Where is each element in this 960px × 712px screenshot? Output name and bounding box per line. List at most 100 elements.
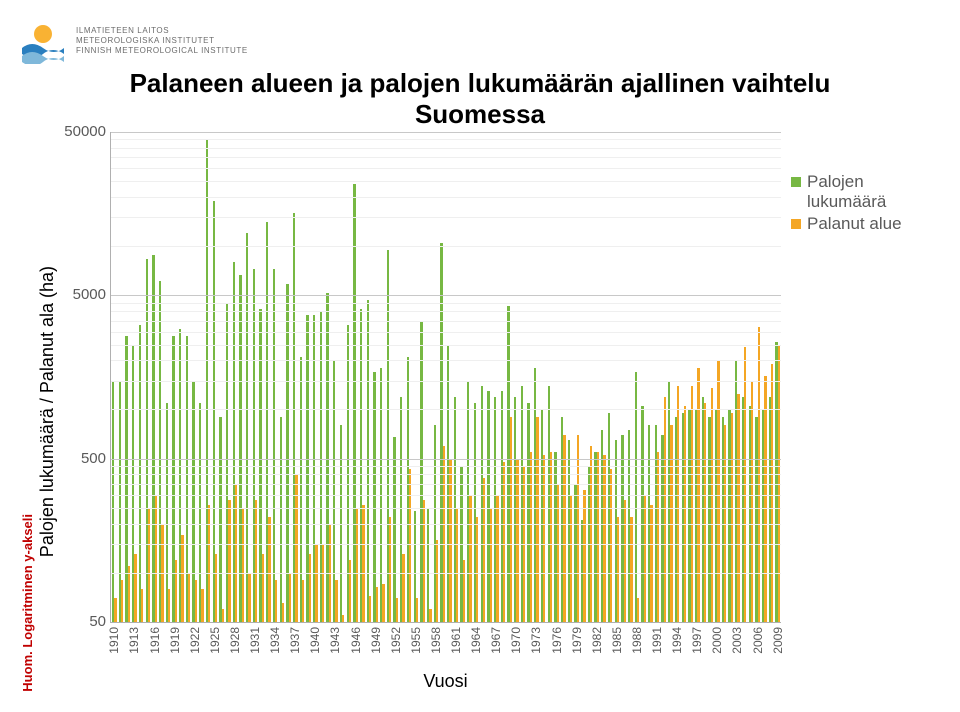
x-tick: 1955 (409, 627, 423, 654)
legend-item: Palanut alue (791, 214, 911, 234)
y-tick: 5000 (73, 286, 106, 303)
bar-area (543, 455, 545, 622)
bar-area (664, 397, 666, 622)
x-tick: 1997 (690, 627, 704, 654)
bar-area (335, 580, 337, 622)
bar-area (583, 490, 585, 622)
bar-area (201, 589, 203, 622)
bar-area (114, 598, 116, 622)
bar-count (139, 325, 141, 622)
bar-area (456, 508, 458, 622)
bar-area (677, 386, 679, 622)
bar-area (577, 435, 579, 622)
x-tick: 1934 (268, 627, 282, 654)
plot-area (110, 132, 781, 623)
x-tick: 1988 (630, 627, 644, 654)
bar-area (181, 535, 183, 622)
legend-label: Palojen lukumäärä (807, 172, 911, 212)
x-tick: 1970 (509, 627, 523, 654)
x-tick: 1976 (550, 627, 564, 654)
org-line-3: FINNISH METEOROLOGICAL INSTITUTE (76, 46, 248, 56)
bar-count (427, 508, 429, 622)
bar-area (141, 589, 143, 622)
bar-area (409, 469, 411, 622)
x-tick: 1940 (308, 627, 322, 654)
x-tick: 1922 (188, 627, 202, 654)
bar-area (356, 508, 358, 622)
bar-area (590, 446, 592, 622)
bar-area (597, 452, 599, 622)
bar-area (342, 615, 344, 622)
bar-area (396, 598, 398, 622)
bar-area (684, 406, 686, 622)
bar-area (603, 455, 605, 622)
chart-container: Huom. Logaritminen y-akseli Palojen luku… (20, 132, 940, 692)
legend-swatch (791, 219, 801, 229)
legend: Palojen lukumääräPalanut alue (791, 172, 911, 236)
x-tick: 1994 (670, 627, 684, 654)
bar-area (121, 580, 123, 622)
bar-area (376, 587, 378, 622)
x-tick: 1967 (489, 627, 503, 654)
x-tick: 1928 (228, 627, 242, 654)
bar-area (309, 554, 311, 622)
bar-area (148, 508, 150, 622)
bar-area (771, 364, 773, 622)
org-header: ILMATIETEEN LAITOS METEOROLOGISKA INSTIT… (20, 18, 940, 64)
bar-area (382, 584, 384, 622)
x-tick: 1931 (248, 627, 262, 654)
bar-area (322, 544, 324, 622)
bar-area (235, 484, 237, 622)
bar-area (282, 603, 284, 622)
x-tick: 1982 (590, 627, 604, 654)
bar-area (389, 517, 391, 622)
bar-area (764, 376, 766, 622)
bar-area (570, 495, 572, 622)
bars-layer (111, 132, 781, 622)
bar-area (315, 544, 317, 622)
y-axis-note: Huom. Logaritminen y-akseli (20, 474, 35, 692)
bar-area (630, 517, 632, 622)
bar-area (255, 500, 257, 622)
bar-area (416, 598, 418, 622)
y-tick: 500 (81, 450, 106, 467)
fmi-logo (20, 18, 66, 64)
bar-area (295, 475, 297, 623)
x-tick: 1937 (288, 627, 302, 654)
bar-area (369, 596, 371, 622)
bar-area (644, 495, 646, 622)
x-tick: 1973 (529, 627, 543, 654)
bar-area (650, 505, 652, 622)
org-line-1: ILMATIETEEN LAITOS (76, 26, 248, 36)
x-tick: 1925 (208, 627, 222, 654)
x-tick: 1991 (650, 627, 664, 654)
bar-area (134, 554, 136, 622)
x-tick: 1961 (449, 627, 463, 654)
bar-area (188, 573, 190, 622)
bar-area (711, 388, 713, 622)
bar-area (175, 560, 177, 622)
bar-area (717, 360, 719, 622)
bar-area (429, 609, 431, 622)
bar-area (490, 508, 492, 622)
x-tick: 1958 (429, 627, 443, 654)
bar-area (289, 573, 291, 622)
bar-area (691, 386, 693, 622)
x-tick: 1949 (369, 627, 383, 654)
x-tick-labels: 1910191319161919192219251928193119341937… (110, 627, 780, 667)
bar-area (510, 417, 512, 622)
x-tick: 1952 (389, 627, 403, 654)
bar-count (112, 381, 114, 622)
bar-area (550, 452, 552, 622)
bar-area (168, 589, 170, 622)
bar-area (751, 381, 753, 622)
x-tick: 1913 (127, 627, 141, 654)
bar-area (530, 452, 532, 622)
x-tick: 1916 (148, 627, 162, 654)
bar-area (624, 500, 626, 622)
bar-area (617, 517, 619, 622)
x-tick: 1985 (610, 627, 624, 654)
x-tick: 1910 (107, 627, 121, 654)
bar-count (393, 437, 395, 622)
bar-area (476, 517, 478, 622)
